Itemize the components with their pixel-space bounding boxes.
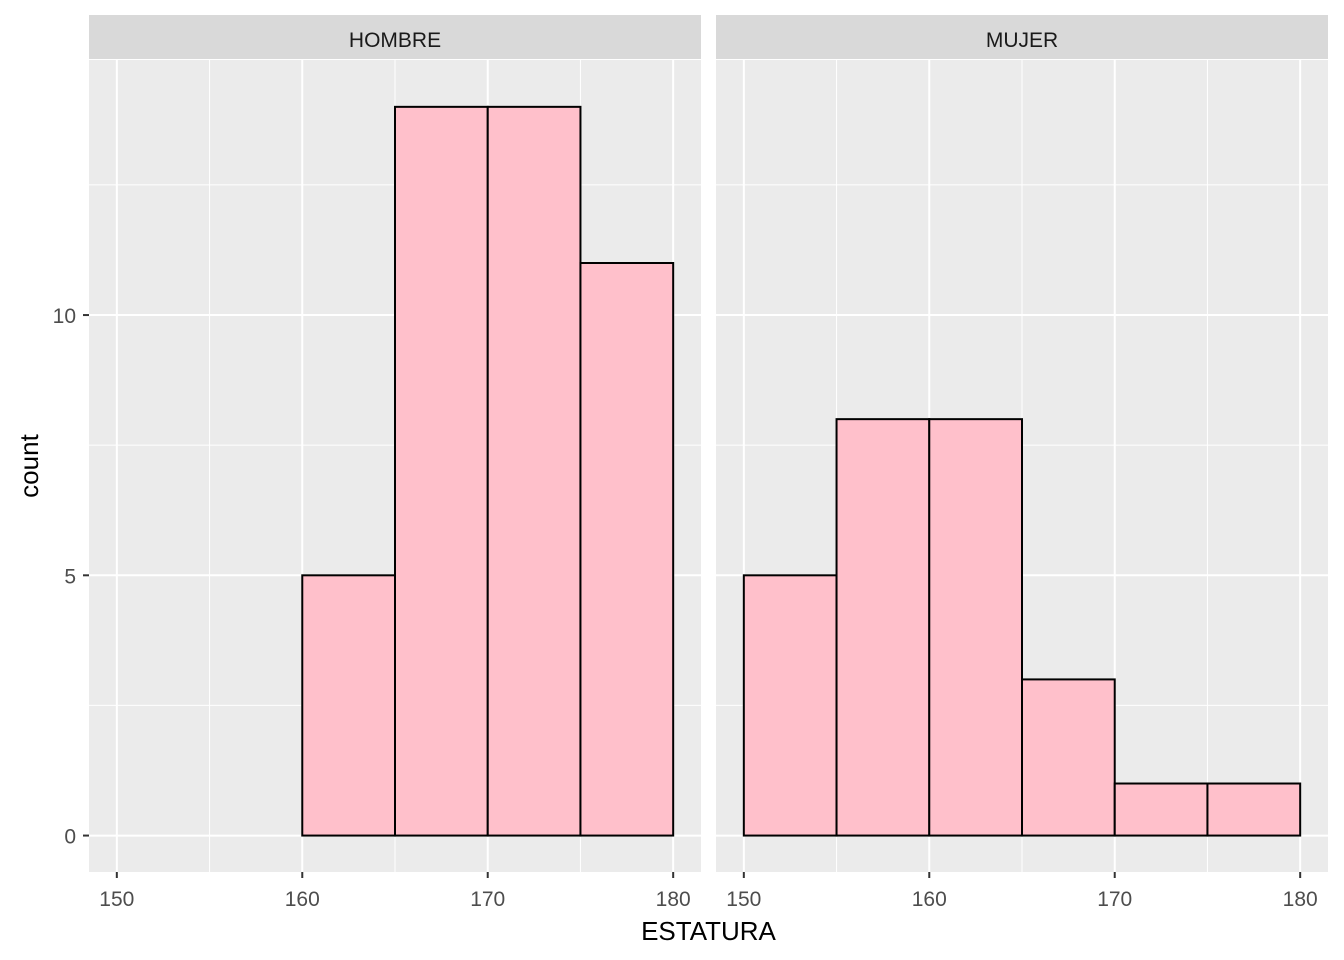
y-axis-title: count [14,433,44,497]
histogram-bar [1021,678,1116,837]
x-tick-label: 180 [1283,888,1318,911]
x-tick-label: 160 [285,888,320,911]
histogram-bar [579,262,675,837]
x-tick-label: 170 [470,888,505,911]
y-tick-label: 5 [64,565,76,588]
y-tick-label: 0 [64,826,76,849]
histogram-bar [486,105,582,837]
facet-strip-label: HOMBRE [349,29,441,52]
x-axis-title: ESTATURA [641,916,776,946]
facet-strip-label: MUJER [986,29,1058,52]
y-tick-label: 10 [53,305,76,328]
x-tick-label: 170 [1097,888,1132,911]
histogram-bar [301,574,397,837]
x-tick-label: 160 [912,888,947,911]
facet-panel-hombre: HOMBRE 150 160 170 180 [89,15,701,911]
facet-panels: HOMBRE 150 160 170 180 MUJER 150 160 170 180 [89,15,1328,911]
histogram-bar [835,418,931,837]
facet-panel-mujer: MUJER 150 160 170 180 [716,15,1328,911]
facet-strip [89,15,701,59]
histogram-bar [1206,782,1302,837]
histogram-bar [1113,782,1209,837]
x-tick-label: 150 [726,888,761,911]
x-tick-label: 180 [656,888,691,911]
y-axis: 0 5 10 [53,305,89,849]
facet-strip [716,15,1328,59]
histogram-bar [928,418,1023,837]
x-tick-label: 150 [99,888,134,911]
histogram-bar [394,105,489,837]
histogram-bar [742,574,838,837]
